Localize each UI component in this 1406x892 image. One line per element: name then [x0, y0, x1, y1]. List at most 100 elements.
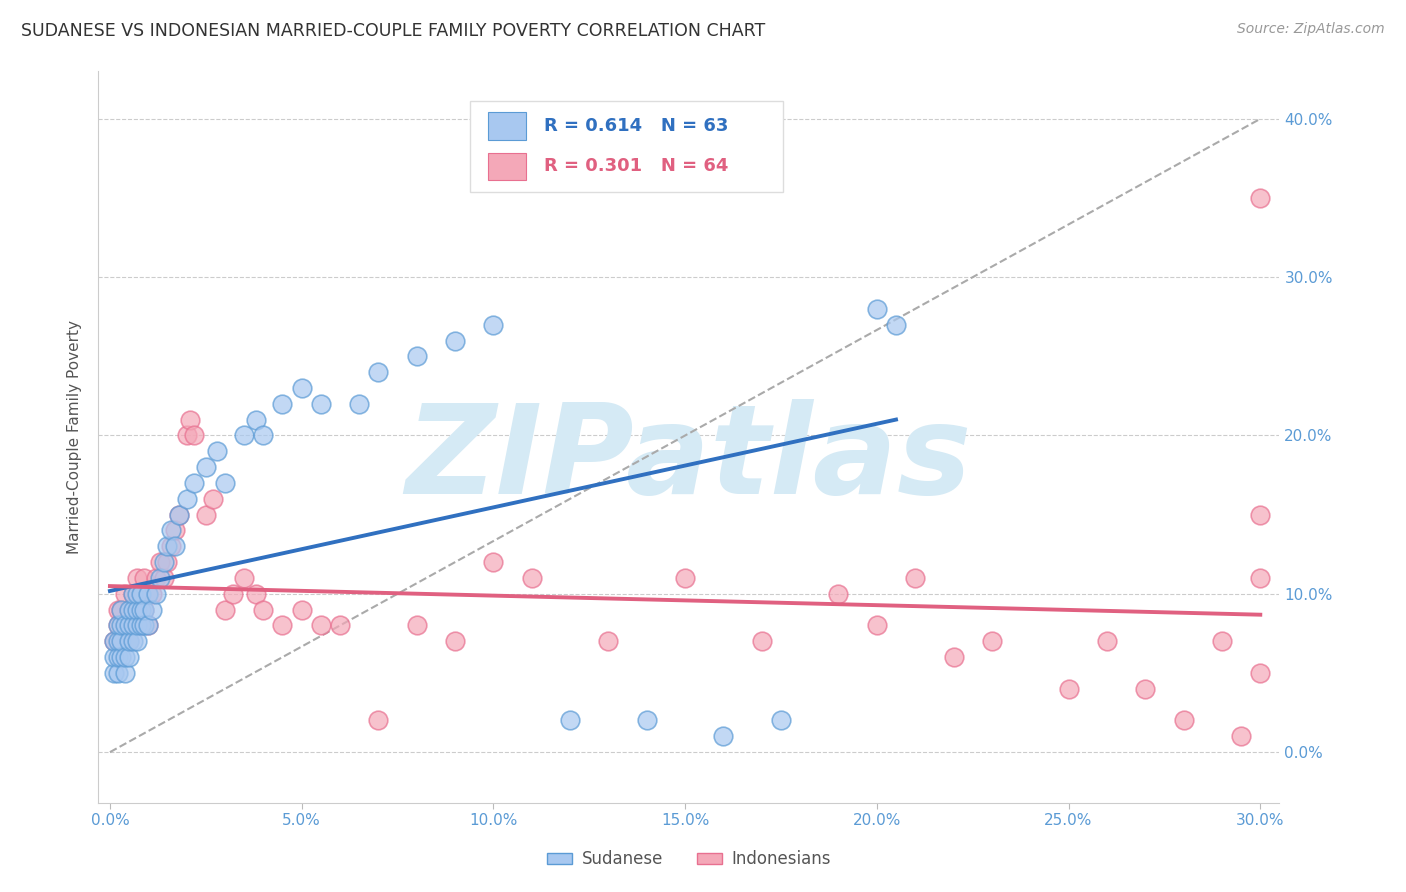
Indonesians [1249, 508, 1271, 522]
Indonesians [156, 555, 179, 569]
Text: R = 0.614   N = 63: R = 0.614 N = 63 [544, 117, 728, 136]
Indonesians [1095, 634, 1118, 648]
Sudanese [884, 318, 907, 332]
Sudanese [114, 618, 136, 632]
Indonesians [1211, 634, 1233, 648]
Indonesians [309, 618, 332, 632]
Sudanese [194, 460, 217, 475]
Sudanese [444, 334, 467, 348]
Indonesians [221, 587, 243, 601]
Indonesians [122, 587, 145, 601]
Sudanese [103, 650, 125, 665]
Sudanese [405, 349, 427, 363]
Indonesians [233, 571, 256, 585]
Indonesians [118, 634, 141, 648]
Text: Source: ZipAtlas.com: Source: ZipAtlas.com [1237, 22, 1385, 37]
Sudanese [367, 365, 389, 379]
Indonesians [125, 571, 148, 585]
Indonesians [145, 571, 167, 585]
Indonesians [405, 618, 427, 632]
Text: R = 0.301   N = 64: R = 0.301 N = 64 [544, 158, 728, 176]
Indonesians [942, 650, 965, 665]
Sudanese [125, 618, 148, 632]
Sudanese [129, 618, 152, 632]
Sudanese [122, 587, 145, 601]
Sudanese [110, 634, 132, 648]
Sudanese [252, 428, 274, 442]
Sudanese [107, 665, 129, 680]
Indonesians [751, 634, 773, 648]
Indonesians [152, 571, 174, 585]
Sudanese [122, 618, 145, 632]
Sudanese [207, 444, 229, 458]
Indonesians [110, 634, 132, 648]
Sudanese [110, 618, 132, 632]
Indonesians [136, 618, 159, 632]
Sudanese [245, 412, 267, 426]
Sudanese [125, 634, 148, 648]
Indonesians [129, 618, 152, 632]
Indonesians [141, 587, 163, 601]
Sudanese [107, 650, 129, 665]
Sudanese [482, 318, 505, 332]
Sudanese [118, 650, 141, 665]
Indonesians [482, 555, 505, 569]
Sudanese [866, 301, 889, 316]
Sudanese [114, 665, 136, 680]
Sudanese [134, 618, 156, 632]
Indonesians [103, 634, 125, 648]
Sudanese [107, 634, 129, 648]
Sudanese [214, 475, 236, 490]
Sudanese [136, 618, 159, 632]
Sudanese [167, 508, 190, 522]
Sudanese [103, 665, 125, 680]
Indonesians [329, 618, 352, 632]
Indonesians [252, 602, 274, 616]
Indonesians [1173, 714, 1195, 728]
Sudanese [103, 634, 125, 648]
Legend: Sudanese, Indonesians: Sudanese, Indonesians [540, 844, 838, 875]
Indonesians [1230, 729, 1253, 743]
Indonesians [1249, 571, 1271, 585]
Sudanese [110, 650, 132, 665]
Indonesians [1135, 681, 1157, 696]
Indonesians [827, 587, 849, 601]
Sudanese [118, 602, 141, 616]
Sudanese [107, 618, 129, 632]
Indonesians [673, 571, 696, 585]
Sudanese [122, 634, 145, 648]
Sudanese [125, 587, 148, 601]
Indonesians [165, 524, 187, 538]
Indonesians [598, 634, 620, 648]
Sudanese [156, 539, 179, 553]
Indonesians [125, 602, 148, 616]
Indonesians [129, 587, 152, 601]
Sudanese [129, 602, 152, 616]
Indonesians [114, 618, 136, 632]
Text: ZIPatlas: ZIPatlas [406, 399, 972, 519]
FancyBboxPatch shape [471, 101, 783, 192]
Indonesians [245, 587, 267, 601]
Indonesians [114, 587, 136, 601]
Sudanese [165, 539, 187, 553]
Y-axis label: Married-Couple Family Poverty: Married-Couple Family Poverty [67, 320, 83, 554]
Indonesians [980, 634, 1002, 648]
Sudanese [713, 729, 735, 743]
Indonesians [122, 618, 145, 632]
Indonesians [367, 714, 389, 728]
Sudanese [114, 650, 136, 665]
Indonesians [134, 571, 156, 585]
Indonesians [110, 602, 132, 616]
FancyBboxPatch shape [488, 153, 526, 180]
Indonesians [149, 555, 172, 569]
Sudanese [129, 587, 152, 601]
Indonesians [134, 602, 156, 616]
Indonesians [520, 571, 543, 585]
Sudanese [118, 618, 141, 632]
Indonesians [179, 412, 201, 426]
Sudanese [176, 491, 198, 506]
Sudanese [110, 602, 132, 616]
Sudanese [160, 524, 183, 538]
Sudanese [636, 714, 658, 728]
Indonesians [194, 508, 217, 522]
